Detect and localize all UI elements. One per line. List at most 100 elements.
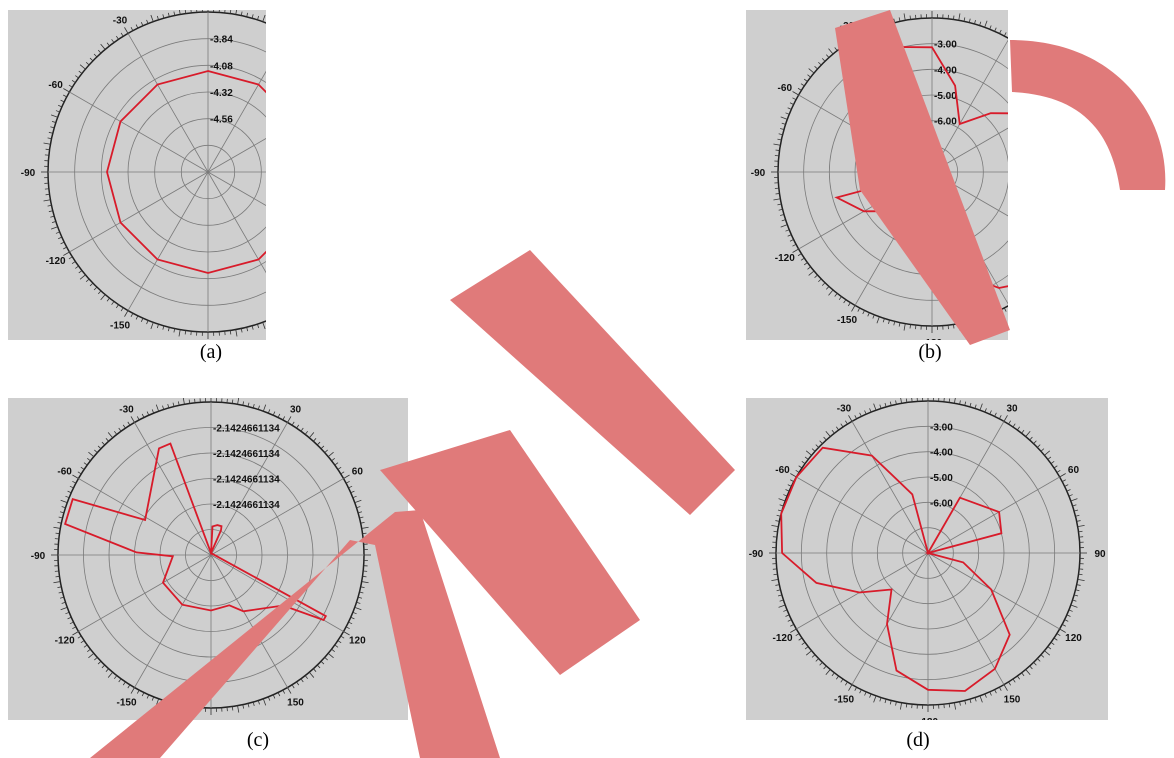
rim-tick bbox=[789, 102, 794, 105]
rim-tick bbox=[77, 635, 82, 639]
rim-tick bbox=[124, 27, 129, 34]
rim-tick bbox=[859, 689, 862, 694]
rim-tick bbox=[43, 199, 51, 202]
rim-tick bbox=[93, 53, 98, 58]
rim-tick bbox=[1044, 650, 1051, 656]
rim-tick bbox=[1059, 628, 1066, 633]
rim-tick bbox=[257, 324, 260, 329]
rim-tick bbox=[825, 286, 830, 290]
angle-label: 60 bbox=[352, 467, 364, 478]
rim-tick bbox=[795, 633, 800, 637]
rim-tick bbox=[63, 251, 70, 256]
rim-tick bbox=[247, 703, 250, 708]
rim-tick bbox=[783, 494, 788, 497]
grid-spoke bbox=[851, 421, 929, 554]
grid-spoke bbox=[134, 554, 212, 688]
rim-tick bbox=[184, 10, 187, 14]
rim-tick bbox=[267, 696, 271, 701]
rim-tick bbox=[909, 324, 911, 329]
rim-tick bbox=[316, 441, 321, 446]
rim-tick bbox=[120, 307, 124, 312]
angle-label: -60 bbox=[48, 80, 63, 91]
grid-spoke bbox=[210, 478, 344, 556]
rim-tick bbox=[122, 681, 126, 686]
rim-tick bbox=[795, 469, 800, 473]
rim-tick bbox=[905, 703, 908, 708]
rim-tick bbox=[53, 526, 61, 529]
rim-tick bbox=[777, 138, 782, 141]
rim-tick bbox=[805, 650, 812, 656]
rim-tick bbox=[773, 143, 781, 146]
rim-tick bbox=[800, 257, 805, 261]
rim-tick bbox=[89, 282, 94, 287]
rim-tick bbox=[1077, 524, 1085, 527]
rim-tick bbox=[122, 424, 126, 429]
rim-tick bbox=[888, 319, 890, 324]
polar-plot-c: 0306090120150-180-150-120-90-60-30-2.142… bbox=[8, 398, 408, 720]
radial-label: -4.08 bbox=[210, 61, 233, 72]
rim-tick bbox=[825, 54, 830, 58]
rim-tick bbox=[879, 404, 882, 409]
rim-tick bbox=[884, 402, 887, 407]
rim-tick bbox=[107, 432, 113, 439]
rim-tick bbox=[357, 596, 363, 599]
rim-tick bbox=[356, 506, 361, 509]
angle-label: -90 bbox=[751, 168, 766, 179]
rim-tick bbox=[63, 94, 67, 98]
rim-tick bbox=[984, 693, 987, 698]
rim-tick bbox=[775, 584, 780, 586]
rim-tick bbox=[50, 126, 55, 129]
rim-tick bbox=[77, 471, 82, 475]
rim-tick bbox=[872, 314, 875, 319]
rim-tick bbox=[69, 621, 74, 625]
rim-tick bbox=[954, 398, 956, 404]
rim-tick bbox=[954, 702, 957, 710]
rim-tick bbox=[781, 219, 786, 222]
series-line bbox=[63, 442, 328, 622]
caption-b: (b) bbox=[918, 341, 942, 363]
radial-label: -2.1424661134 bbox=[213, 424, 280, 435]
rim-tick bbox=[819, 662, 823, 666]
rim-tick bbox=[282, 416, 286, 421]
rim-tick bbox=[362, 575, 367, 578]
polar-plot-b: 0306090120150-180-150-120-90-60-30-3.00-… bbox=[746, 10, 1008, 340]
rim-tick bbox=[989, 691, 992, 696]
rim-tick bbox=[854, 687, 857, 691]
rim-tick bbox=[178, 329, 181, 337]
rim-tick bbox=[101, 664, 106, 669]
rim-tick bbox=[815, 658, 819, 662]
rim-tick bbox=[47, 137, 52, 140]
rim-tick bbox=[790, 473, 797, 478]
rim-tick bbox=[831, 672, 835, 677]
rim-tick bbox=[825, 669, 831, 676]
angle-label: 150 bbox=[1004, 694, 1021, 705]
rim-tick bbox=[964, 700, 967, 705]
rim-tick bbox=[361, 581, 369, 584]
rim-tick bbox=[999, 415, 1002, 419]
rim-tick bbox=[828, 48, 834, 55]
radial-label: -3.00 bbox=[934, 40, 957, 51]
rim-tick bbox=[1037, 658, 1041, 662]
grid-spoke bbox=[796, 552, 929, 630]
angle-label: 150 bbox=[287, 697, 304, 708]
rim-tick bbox=[267, 409, 271, 414]
rim-tick bbox=[156, 15, 159, 20]
rim-tick bbox=[787, 234, 792, 237]
polar-plot-a: 0306090120150-180-150-120-90-60-30-3.84-… bbox=[8, 10, 266, 340]
rim-tick bbox=[277, 692, 281, 697]
rim-tick bbox=[304, 431, 308, 435]
rim-tick bbox=[803, 262, 808, 266]
radial-label: -3.84 bbox=[210, 35, 233, 46]
rim-tick bbox=[879, 697, 882, 702]
angle-label: -60 bbox=[775, 465, 790, 476]
rim-tick bbox=[776, 514, 781, 517]
rim-tick bbox=[1040, 654, 1045, 658]
rim-tick bbox=[994, 689, 997, 694]
rim-tick bbox=[803, 78, 808, 82]
rim-tick bbox=[345, 480, 350, 484]
rim-tick bbox=[304, 675, 308, 679]
rim-tick bbox=[87, 458, 91, 462]
rim-tick bbox=[85, 61, 90, 66]
rim-tick bbox=[1068, 609, 1073, 612]
rim-tick bbox=[118, 678, 122, 683]
